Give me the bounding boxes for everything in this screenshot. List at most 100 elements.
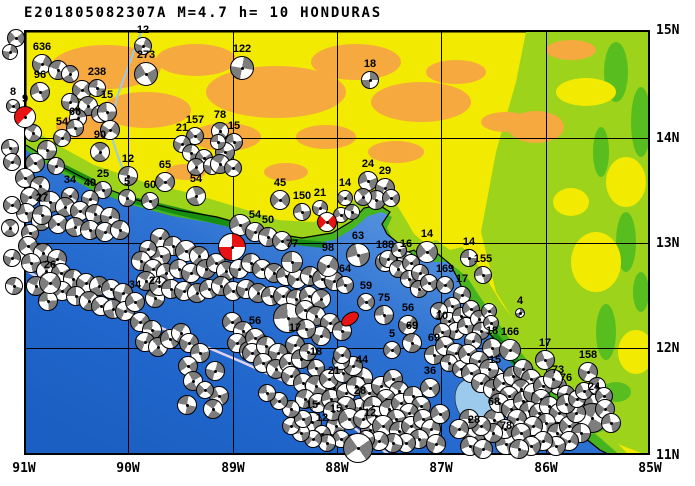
focal-mechanism-ball [436,276,454,294]
event-number-label: 44 [355,354,369,366]
focal-mechanism-ball [499,339,521,361]
focal-mechanism-ball [361,71,379,89]
event-number-label: 56 [401,302,415,314]
event-number-label: 60 [143,179,157,191]
event-number-label: 14 [462,236,476,248]
focal-mechanism-ball [346,243,370,267]
event-number-label: 17 [288,322,302,334]
focal-mechanism-ball [473,439,493,459]
focal-mechanism-ball [357,293,375,311]
event-number-label: 45 [273,177,287,189]
focal-mechanism-ball [543,369,563,389]
event-number-label: 96 [33,69,47,81]
longitude-label: 91W [12,461,36,476]
event-number-label: 14 [420,228,434,240]
event-number-label: 17 [538,337,552,349]
event-number-label: 157 [185,114,205,126]
event-number-label: 73 [551,364,565,376]
focal-mechanism-ball [186,186,206,206]
event-number-label: 66 [68,106,82,118]
event-number-label: 155 [473,253,493,265]
focal-mechanism-ball [32,205,52,225]
event-number-label: 26 [43,259,57,271]
focal-mechanism-ball [230,56,254,80]
focal-mechanism-ball [430,404,450,424]
focal-mechanism-ball [343,433,373,463]
event-number-label: 98 [321,242,335,254]
event-number-label: 150 [292,190,312,202]
event-number-label: 28 [467,414,481,426]
grid-meridian [337,30,338,455]
event-number-label: 4 [516,295,524,307]
focal-mechanism-ball [125,292,145,312]
event-number-label: 75 [377,292,391,304]
event-number-label: 56 [248,315,262,327]
focal-mechanism-ball [294,410,312,428]
event-number-label: 78 [499,420,513,432]
event-number-label: 68 [487,396,501,408]
focal-mechanism-ball [118,189,136,207]
event-number-label: 122 [232,43,252,55]
event-number-label: 21 [175,122,189,134]
focal-mechanism-ball [535,350,555,370]
event-number-label: 28 [353,385,367,397]
focal-mechanism-ball [2,44,18,60]
land-lightgreen-coastband [26,124,627,453]
event-number-label: 24 [587,381,601,393]
event-number-label: 15 [100,89,114,101]
latitude-label: 11N [656,448,680,463]
focal-mechanism-highlight [317,212,337,232]
event-number-label: 54 [55,116,69,128]
event-number-label: 59 [359,280,373,292]
focal-mechanism-ball [155,172,175,192]
event-number-label: 5 [123,176,131,188]
event-number-label: 10 [435,310,449,322]
event-number-label: 188 [375,239,395,251]
focal-mechanism-ball [134,37,152,55]
event-number-label: 18 [309,346,323,358]
longitude-label: 89W [221,461,245,476]
event-number-label: 64 [338,263,352,275]
focal-mechanism-ball [317,255,339,277]
event-number-label: 34 [63,174,77,186]
plot-title: E201805082307A M=4.7 h= 10 HONDURAS [24,5,383,21]
event-number-label: 12 [315,412,329,424]
focal-mechanism-ball [272,231,292,251]
longitude-label: 85W [638,461,662,476]
event-number-label: 169 [435,263,455,275]
event-number-label: 16 [399,238,413,250]
latitude-label: 12N [656,341,680,356]
focal-mechanism-ball [100,120,120,140]
focal-mechanism-ball [601,413,621,433]
event-number-label: 76 [559,372,573,384]
event-number-label: 238 [87,66,107,78]
event-number-label: 63 [351,230,365,242]
yellow-patches-east [553,78,648,374]
focal-mechanism-ball [53,129,71,147]
event-number-label: 14 [338,177,352,189]
focal-mechanism-ball [483,315,499,331]
latitude-label: 13N [656,236,680,251]
event-number-label: 15 [305,399,319,411]
focal-mechanism-ball [210,134,226,150]
focal-mechanism-ball [39,272,61,294]
focal-mechanism-ball [5,277,23,295]
focal-mechanism-ball [224,159,242,177]
longitude-label: 87W [429,461,453,476]
grid-parallel [24,243,650,244]
event-number-label: 77 [285,238,299,250]
focal-mechanism-ball [3,196,21,214]
focal-mechanism-ball [38,291,58,311]
focal-mechanism-ball [336,276,354,294]
event-number-label: 21 [327,365,341,377]
focal-mechanism-ball [515,308,525,318]
focal-mechanism-ball [177,395,197,415]
focal-mechanism-ball [61,65,79,83]
focal-mechanism-ball [90,142,110,162]
focal-mechanism-ball [391,242,407,258]
event-number-label: 40 [83,177,97,189]
focal-mechanism-ball [205,361,225,381]
event-number-label: 17 [455,273,469,285]
event-number-label: 18 [363,58,377,70]
event-number-label: 78 [213,109,227,121]
